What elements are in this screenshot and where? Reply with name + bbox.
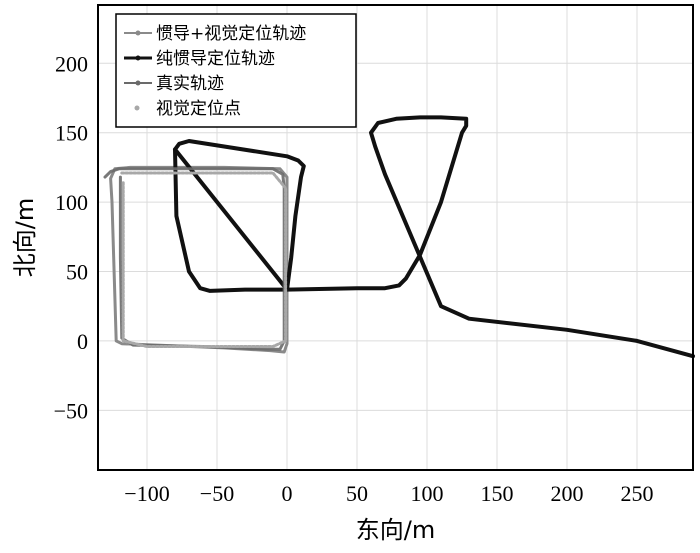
legend-label: 视觉定位点 bbox=[156, 99, 241, 119]
plot-frame bbox=[97, 4, 694, 471]
x-tick-label: 250 bbox=[621, 481, 654, 506]
legend-label: 纯惯导定位轨迹 bbox=[156, 49, 275, 69]
x-axis-title: 东向/m bbox=[356, 516, 435, 544]
x-tick-label: 200 bbox=[551, 481, 584, 506]
legend-box bbox=[115, 13, 357, 128]
y-tick-label: 150 bbox=[55, 121, 88, 146]
y-tick-labels: −50 0 50 100 150 200 bbox=[54, 51, 88, 423]
series-line-1 bbox=[173, 115, 695, 359]
x-tick-label: 100 bbox=[411, 481, 444, 506]
series-line-0 bbox=[109, 165, 289, 354]
y-tick-label: 0 bbox=[77, 329, 88, 354]
x-tick-label: 0 bbox=[282, 481, 293, 506]
legend-marker bbox=[135, 30, 141, 36]
series-line-3 bbox=[120, 171, 288, 348]
series-line-2 bbox=[103, 167, 286, 351]
x-tick-label: 50 bbox=[346, 481, 368, 506]
y-tick-label: 100 bbox=[55, 190, 88, 215]
legend-marker bbox=[135, 55, 141, 61]
series-group bbox=[103, 115, 695, 359]
y-tick-label: 200 bbox=[55, 51, 88, 76]
x-tick-label: 150 bbox=[481, 481, 514, 506]
legend-label: 真实轨迹 bbox=[156, 74, 224, 94]
y-tick-label: 50 bbox=[66, 260, 88, 285]
y-axis-title: 北向/m bbox=[11, 198, 39, 277]
x-tick-labels: −100 −50 0 50 100 150 200 250 bbox=[124, 481, 653, 506]
x-tick-label: −100 bbox=[124, 481, 169, 506]
x-tick-label: −50 bbox=[200, 481, 234, 506]
legend-label: 惯导+视觉定位轨迹 bbox=[156, 24, 306, 44]
legend-marker bbox=[135, 80, 141, 86]
y-tick-label: −50 bbox=[54, 398, 88, 423]
legend-marker bbox=[134, 105, 140, 111]
